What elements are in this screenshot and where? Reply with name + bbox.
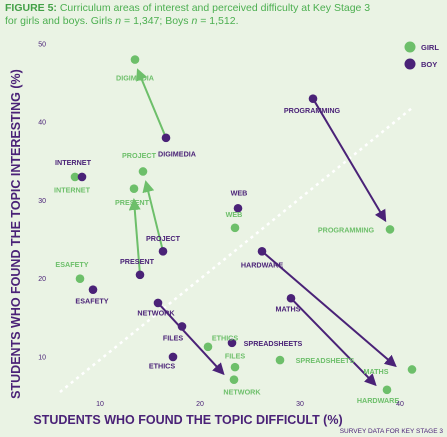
girl-label-esafety: ESAFETY [55, 260, 88, 269]
girl-point-files [230, 362, 240, 372]
boy-label-web: WEB [231, 189, 248, 198]
girl-point-spreadsheets [275, 355, 285, 365]
legend-boy-marker [404, 58, 416, 70]
reference-diagonal [59, 107, 413, 393]
boy-label-maths: MATHS [275, 305, 300, 314]
y-tick-label: 10 [38, 354, 46, 361]
source-note: SURVEY DATA FOR KEY STAGE 3 [340, 428, 444, 435]
girl-label-present: PRESENT [115, 198, 150, 207]
legend-girl-marker [404, 41, 416, 53]
girl-point-web [230, 223, 240, 233]
boy-point-project [158, 247, 168, 256]
boy-label-present: PRESENT [120, 257, 155, 266]
caption-line2-mid: = 1,347; Boys [121, 15, 192, 27]
x-tick-label: 10 [96, 401, 104, 408]
boy-label-spreadsheets: SPREADSHEETS [244, 339, 303, 348]
girl-point-project [138, 167, 148, 176]
boy-point-programming [308, 94, 318, 103]
change-arrow [157, 302, 225, 376]
girl-label-digimedia: DIGIMEDIA [116, 74, 154, 83]
girl-point-hardware [382, 385, 392, 395]
y-axis-label: STUDENTS WHO FOUND THE TOPIC INTERESTING… [9, 69, 23, 399]
caption-n-girls: n [115, 15, 122, 27]
boy-point-internet [77, 172, 87, 182]
boy-point-spreadsheets [227, 338, 237, 348]
boy-label-internet: INTERNET [55, 158, 92, 167]
girl-point-present [129, 184, 139, 193]
girl-label-hardware: HARDWARE [357, 396, 400, 405]
labels-layer: DIGIMEDIA DIGIMEDIA INTERNET INTERNET PROJEC… [54, 74, 399, 405]
figure-label: FIGURE 5: [5, 2, 57, 14]
girl-label-spreadsheets: SPREADSHEETS [296, 356, 355, 365]
x-tick-label: 20 [196, 401, 204, 408]
girl-point-internet [70, 172, 80, 182]
boy-point-maths [286, 293, 296, 303]
boy-label-network: NETWORK [137, 308, 175, 317]
girl-point-programming [385, 225, 395, 234]
y-tick-label: 20 [38, 276, 46, 283]
ticks-layer: 10 20 30 40 10 20 30 40 50 [38, 41, 404, 408]
girl-point-ethics [203, 342, 213, 352]
boy-point-digimedia [161, 133, 171, 143]
y-tick-label: 30 [38, 198, 46, 205]
y-tick-label: 50 [38, 41, 46, 48]
legend-girl-label: GIRL [421, 43, 439, 52]
points-layer [70, 55, 417, 395]
x-tick-label: 40 [396, 401, 404, 408]
boy-label-programming: PROGRAMMING [284, 106, 341, 115]
boy-label-project: PROJECT [146, 234, 181, 243]
girl-label-web: WEB [226, 210, 243, 219]
girl-point-digimedia [130, 55, 140, 64]
x-tick-label: 30 [296, 401, 304, 408]
girl-point-network [229, 375, 239, 384]
boy-point-web [233, 203, 243, 213]
change-arrow [142, 180, 164, 252]
boy-point-hardware [257, 247, 267, 256]
girl-label-programming: PROGRAMMING [318, 226, 375, 235]
girl-label-network: NETWORK [223, 388, 261, 397]
x-axis-label: STUDENTS WHO FOUND THE TOPIC DIFFICULT (… [33, 413, 342, 427]
legend: GIRL BOY [404, 41, 439, 70]
change-arrow [261, 250, 397, 368]
change-arrow [128, 198, 141, 275]
boy-point-files [177, 322, 187, 331]
boy-label-files: FILES [163, 334, 184, 343]
arrows-layer [128, 68, 397, 387]
boy-label-ethics: ETHICS [149, 362, 176, 371]
boy-point-ethics [168, 352, 178, 362]
boy-point-network [153, 298, 163, 308]
boy-point-present [135, 270, 145, 280]
change-arrow [312, 98, 387, 223]
caption-line2-suffix: = 1,512. [197, 15, 239, 27]
y-tick-label: 40 [38, 120, 46, 127]
caption-line2-prefix: for girls and boys. Girls [5, 15, 116, 27]
girl-label-internet: INTERNET [54, 186, 91, 195]
boy-label-hardware: HARDWARE [241, 261, 284, 270]
boy-label-digimedia: DIGIMEDIA [158, 150, 196, 159]
girl-label-ethics: ETHICS [212, 334, 239, 343]
girl-label-maths: MATHS [363, 367, 388, 376]
girl-point-maths [407, 365, 417, 374]
change-arrow [136, 68, 167, 139]
boy-label-esafety: ESAFETY [75, 297, 108, 306]
legend-boy-label: BOY [421, 60, 437, 69]
figure-caption: FIGURE 5: Curriculum areas of interest a… [5, 2, 442, 28]
girl-point-esafety [75, 274, 85, 283]
boy-point-esafety [88, 285, 98, 294]
girl-label-project: PROJECT [122, 151, 157, 160]
caption-line1: Curriculum areas of interest and perceiv… [56, 2, 371, 14]
change-arrow [290, 297, 377, 387]
caption-n-boys: n [191, 15, 198, 27]
girl-label-files: FILES [225, 352, 246, 361]
